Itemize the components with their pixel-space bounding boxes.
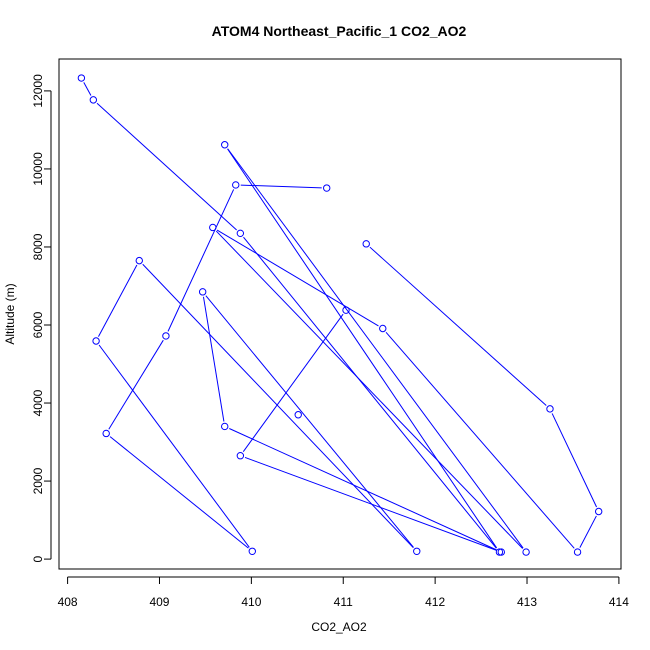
data-point — [594, 507, 603, 516]
y-tick-label: 10000 — [31, 152, 45, 186]
data-point — [102, 429, 110, 438]
data-point — [92, 337, 100, 345]
data-point — [294, 411, 302, 419]
series-layer — [77, 74, 603, 556]
data-point — [77, 74, 86, 82]
x-tick-label: 412 — [425, 595, 445, 609]
x-tick-label: 411 — [334, 595, 353, 609]
series-segment — [205, 295, 414, 548]
series-segment — [83, 82, 92, 96]
y-axis-label: Altitude (m) — [3, 283, 17, 344]
series-segment — [242, 313, 344, 452]
series-segment — [98, 264, 138, 337]
data-point — [413, 547, 421, 555]
series-segment — [216, 229, 379, 327]
y-tick-label: 6000 — [31, 311, 45, 338]
series-segment — [369, 246, 547, 406]
data-point — [323, 184, 331, 192]
series-segment — [243, 236, 497, 549]
x-tick-label: 414 — [609, 595, 629, 609]
y-tick-label: 2000 — [31, 467, 45, 494]
x-tick-label: 413 — [517, 595, 537, 609]
data-point — [362, 240, 370, 248]
series-segment — [227, 148, 498, 549]
data-point — [236, 452, 245, 460]
series-segment — [108, 339, 164, 430]
series-segment — [385, 331, 575, 549]
series-segment — [244, 456, 497, 551]
data-point — [221, 422, 229, 431]
x-axis: 408 409 410 411 412 413 414 — [58, 576, 629, 609]
series-segment — [579, 515, 597, 548]
series-segment — [229, 428, 497, 551]
series-segment — [215, 230, 523, 549]
data-point — [497, 548, 505, 556]
data-point — [379, 324, 387, 333]
series-segment — [240, 184, 322, 189]
data-point — [135, 256, 143, 265]
x-tick-label: 410 — [241, 595, 261, 609]
y-tick-label: 8000 — [31, 233, 45, 260]
chart-title: ATOM4 Northeast_Pacific_1 CO2_AO2 — [212, 23, 467, 39]
data-point — [198, 288, 207, 296]
x-tick-label: 409 — [149, 595, 169, 609]
series-segment — [98, 344, 250, 548]
data-point — [89, 96, 98, 104]
y-tick-label: 0 — [31, 555, 45, 562]
data-point — [232, 181, 240, 189]
data-point — [573, 548, 582, 556]
data-point — [248, 547, 256, 555]
series-segment — [227, 148, 524, 549]
y-axis: 0 2000 4000 6000 8000 10000 12000 — [31, 74, 52, 562]
series-segment — [142, 263, 414, 549]
data-point — [162, 332, 170, 340]
x-axis-label: CO2_AO2 — [311, 620, 367, 634]
y-tick-label: 4000 — [31, 389, 45, 416]
plot-frame — [58, 58, 622, 570]
series-segment — [167, 189, 235, 332]
data-point — [342, 306, 350, 314]
data-point — [546, 405, 554, 413]
series-segment — [202, 296, 225, 422]
data-point — [522, 548, 530, 556]
x-tick-label: 408 — [58, 595, 78, 609]
data-point — [236, 229, 245, 238]
y-tick-label: 12000 — [31, 74, 45, 108]
data-point — [221, 141, 229, 149]
series-segment — [96, 102, 237, 231]
series-segment — [109, 436, 249, 549]
series-segment — [551, 413, 597, 508]
